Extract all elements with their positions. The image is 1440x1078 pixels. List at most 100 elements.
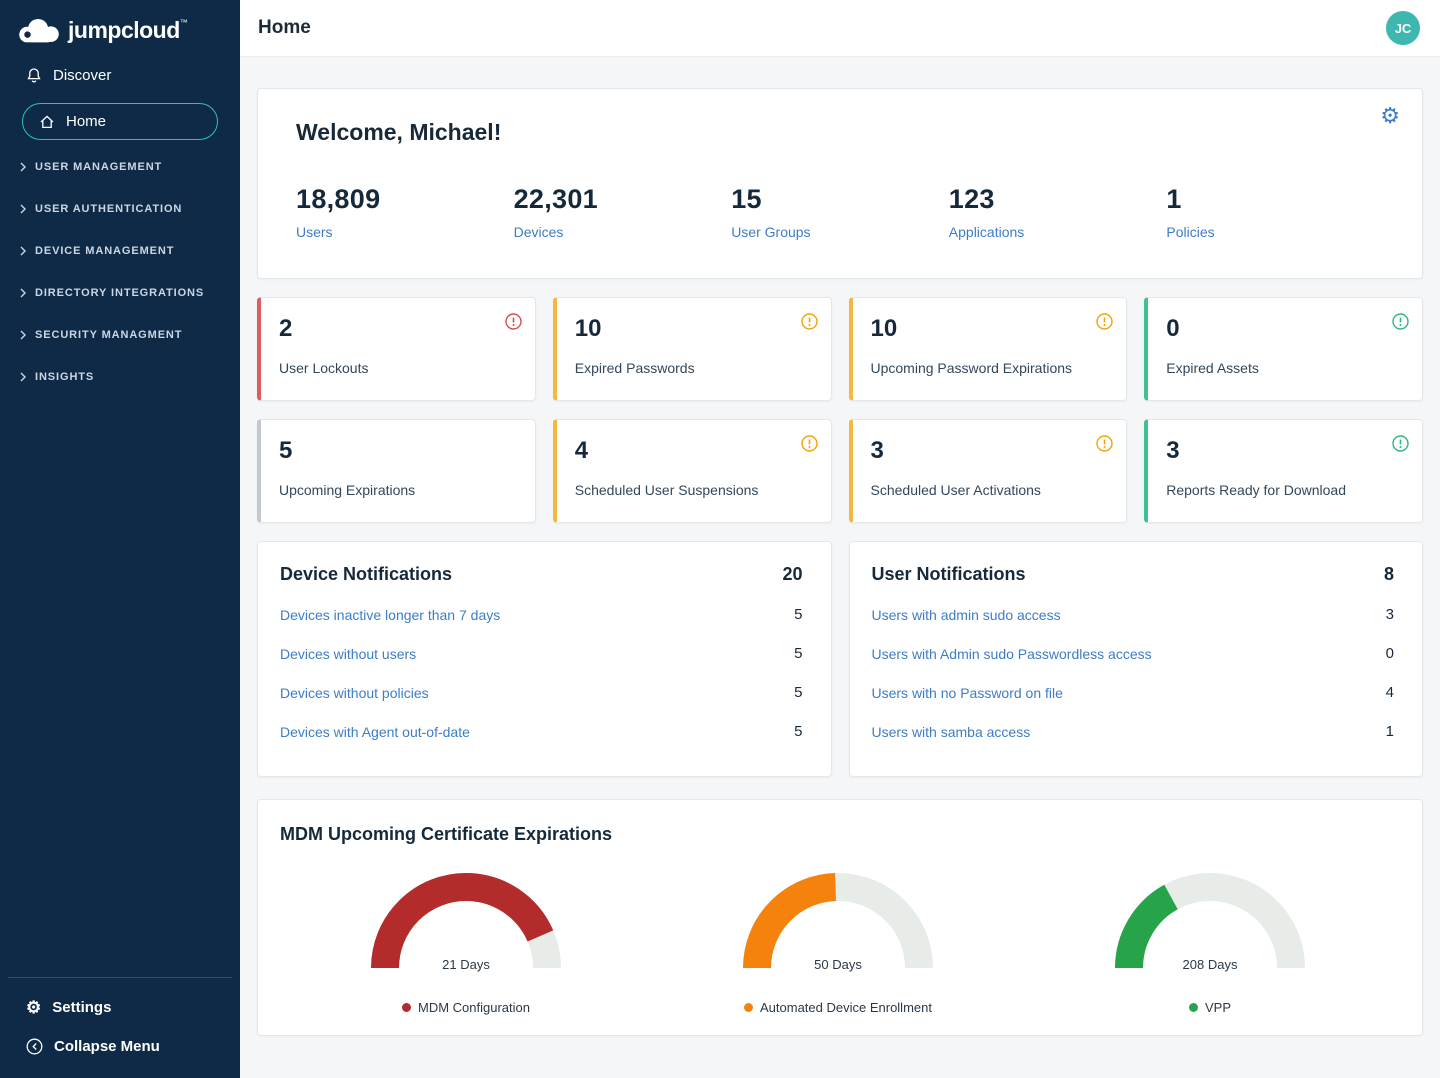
legend-label: Automated Device Enrollment [760, 1000, 932, 1015]
gauge-legend: Automated Device Enrollment [738, 1000, 938, 1015]
gauge-arc: 50 Days [743, 873, 933, 974]
user-notification-link[interactable]: Users with admin sudo access [872, 607, 1061, 623]
gauge-days-label: 208 Days [1115, 957, 1305, 972]
alert-card-value: 10 [871, 315, 1107, 343]
warning-icon [801, 435, 818, 452]
chevron-right-icon [20, 204, 26, 214]
stat-label-link[interactable]: Users [296, 224, 514, 240]
legend-label: MDM Configuration [418, 1000, 530, 1015]
legend-dot [402, 1003, 411, 1012]
page-title: Home [258, 17, 311, 39]
bell-icon [26, 67, 42, 84]
legend-dot [744, 1003, 753, 1012]
chevron-right-icon [20, 162, 26, 172]
item-count: 5 [794, 645, 802, 662]
stat-value: 123 [949, 184, 1167, 215]
warning-icon [1392, 313, 1409, 330]
sidebar-section-label: DEVICE MANAGEMENT [35, 245, 174, 257]
device-notification-link[interactable]: Devices without users [280, 646, 416, 662]
device-notification-link[interactable]: Devices with Agent out-of-date [280, 724, 470, 740]
logo-wordmark: jumpcloud™ [68, 16, 188, 44]
gauge-arc: 208 Days [1115, 873, 1305, 974]
sidebar-footer: ⚙ Settings Collapse Menu [0, 977, 240, 1078]
sidebar-section-user-management[interactable]: USER MANAGEMENT [0, 146, 240, 188]
sidebar-section-label: SECURITY MANAGMENT [35, 329, 182, 341]
alert-card-scheduled-user-activations[interactable]: 3 Scheduled User Activations [849, 419, 1128, 523]
alert-card-upcoming-expirations[interactable]: 5 Upcoming Expirations [257, 419, 536, 523]
mdm-gauges: 21 Days MDM Configuration [280, 873, 1396, 1015]
alert-card-label: Upcoming Expirations [279, 482, 515, 498]
app-root: jumpcloud™ Discover Home USER MANAGEMENT… [0, 0, 1440, 1078]
alert-card-label: Expired Assets [1166, 360, 1402, 376]
stat-devices: 22,301 Devices [514, 184, 732, 240]
sidebar-section-insights[interactable]: INSIGHTS [0, 356, 240, 398]
gauge-mdm-configuration: 21 Days MDM Configuration [366, 873, 566, 1015]
user-notification-link[interactable]: Users with samba access [872, 724, 1031, 740]
sidebar-item-label: Settings [52, 999, 111, 1016]
alert-card-user-lockouts[interactable]: 2 User Lockouts [257, 297, 536, 401]
alert-card-label: Scheduled User Suspensions [575, 482, 811, 498]
jumpcloud-logo: jumpcloud™ [0, 0, 240, 56]
stat-label-link[interactable]: Policies [1166, 224, 1384, 240]
warning-icon [1096, 435, 1113, 452]
dashboard-content: Welcome, Michael! ⚙ 18,809 Users 22,301 … [240, 57, 1440, 1078]
gauge-arc: 21 Days [371, 873, 561, 974]
sidebar-section-label: DIRECTORY INTEGRATIONS [35, 287, 204, 299]
alert-card-label: User Lockouts [279, 360, 515, 376]
gauge-automated-device-enrollment: 50 Days Automated Device Enrollment [738, 873, 938, 1015]
warning-icon [801, 313, 818, 330]
sidebar-item-discover[interactable]: Discover [0, 56, 240, 99]
main-area: Home JC Welcome, Michael! ⚙ 18,809 Users… [240, 0, 1440, 1078]
welcome-settings-gear-icon[interactable]: ⚙ [1380, 105, 1400, 127]
user-notification-link[interactable]: Users with no Password on file [872, 685, 1063, 701]
cloud-logo-icon [16, 16, 62, 44]
list-item: Devices without users 5 [280, 634, 803, 673]
item-count: 3 [1386, 606, 1394, 623]
list-item: Devices with Agent out-of-date 5 [280, 712, 803, 751]
item-count: 0 [1386, 645, 1394, 662]
alert-card-scheduled-user-suspensions[interactable]: 4 Scheduled User Suspensions [553, 419, 832, 523]
device-notification-link[interactable]: Devices without policies [280, 685, 429, 701]
panel-header: Device Notifications 20 [280, 564, 803, 585]
item-count: 4 [1386, 684, 1394, 701]
alert-card-upcoming-password-expirations[interactable]: 10 Upcoming Password Expirations [849, 297, 1128, 401]
alert-card-expired-passwords[interactable]: 10 Expired Passwords [553, 297, 832, 401]
sidebar-item-home-active[interactable]: Home [22, 103, 218, 140]
sidebar-item-collapse-menu[interactable]: Collapse Menu [0, 1027, 240, 1066]
summary-stats: 18,809 Users 22,301 Devices 15 User Grou… [296, 184, 1384, 240]
stat-value: 15 [731, 184, 949, 215]
chevron-right-icon [20, 288, 26, 298]
sidebar-section-device-management[interactable]: DEVICE MANAGEMENT [0, 230, 240, 272]
stat-value: 18,809 [296, 184, 514, 215]
warning-icon [505, 313, 522, 330]
sidebar-item-label: Discover [53, 67, 111, 84]
sidebar-section-label: INSIGHTS [35, 371, 94, 383]
legend-label: VPP [1205, 1000, 1231, 1015]
sidebar-section-security-managment[interactable]: SECURITY MANAGMENT [0, 314, 240, 356]
stat-value: 22,301 [514, 184, 732, 215]
sidebar-item-settings[interactable]: ⚙ Settings [0, 988, 240, 1027]
alert-card-value: 3 [871, 437, 1107, 465]
stat-label-link[interactable]: User Groups [731, 224, 949, 240]
alert-card-reports-ready[interactable]: 3 Reports Ready for Download [1144, 419, 1423, 523]
user-notification-link[interactable]: Users with Admin sudo Passwordless acces… [872, 646, 1152, 662]
sidebar-section-directory-integrations[interactable]: DIRECTORY INTEGRATIONS [0, 272, 240, 314]
notification-panels: Device Notifications 20 Devices inactive… [257, 541, 1423, 777]
home-icon [39, 114, 55, 130]
stat-policies: 1 Policies [1166, 184, 1384, 240]
alert-card-expired-assets[interactable]: 0 Expired Assets [1144, 297, 1423, 401]
item-count: 5 [794, 684, 802, 701]
avatar[interactable]: JC [1386, 11, 1420, 45]
chevron-right-icon [20, 330, 26, 340]
panel-title: Device Notifications [280, 564, 452, 585]
device-notification-link[interactable]: Devices inactive longer than 7 days [280, 607, 500, 623]
gauge-vpp: 208 Days VPP [1110, 873, 1310, 1015]
panel-header: User Notifications 8 [872, 564, 1395, 585]
panel-total-count: 20 [782, 564, 802, 585]
stat-label-link[interactable]: Devices [514, 224, 732, 240]
panel-total-count: 8 [1384, 564, 1394, 585]
sidebar-section-user-authentication[interactable]: USER AUTHENTICATION [0, 188, 240, 230]
sidebar-item-label: Collapse Menu [54, 1038, 160, 1055]
sidebar: jumpcloud™ Discover Home USER MANAGEMENT… [0, 0, 240, 1078]
stat-label-link[interactable]: Applications [949, 224, 1167, 240]
